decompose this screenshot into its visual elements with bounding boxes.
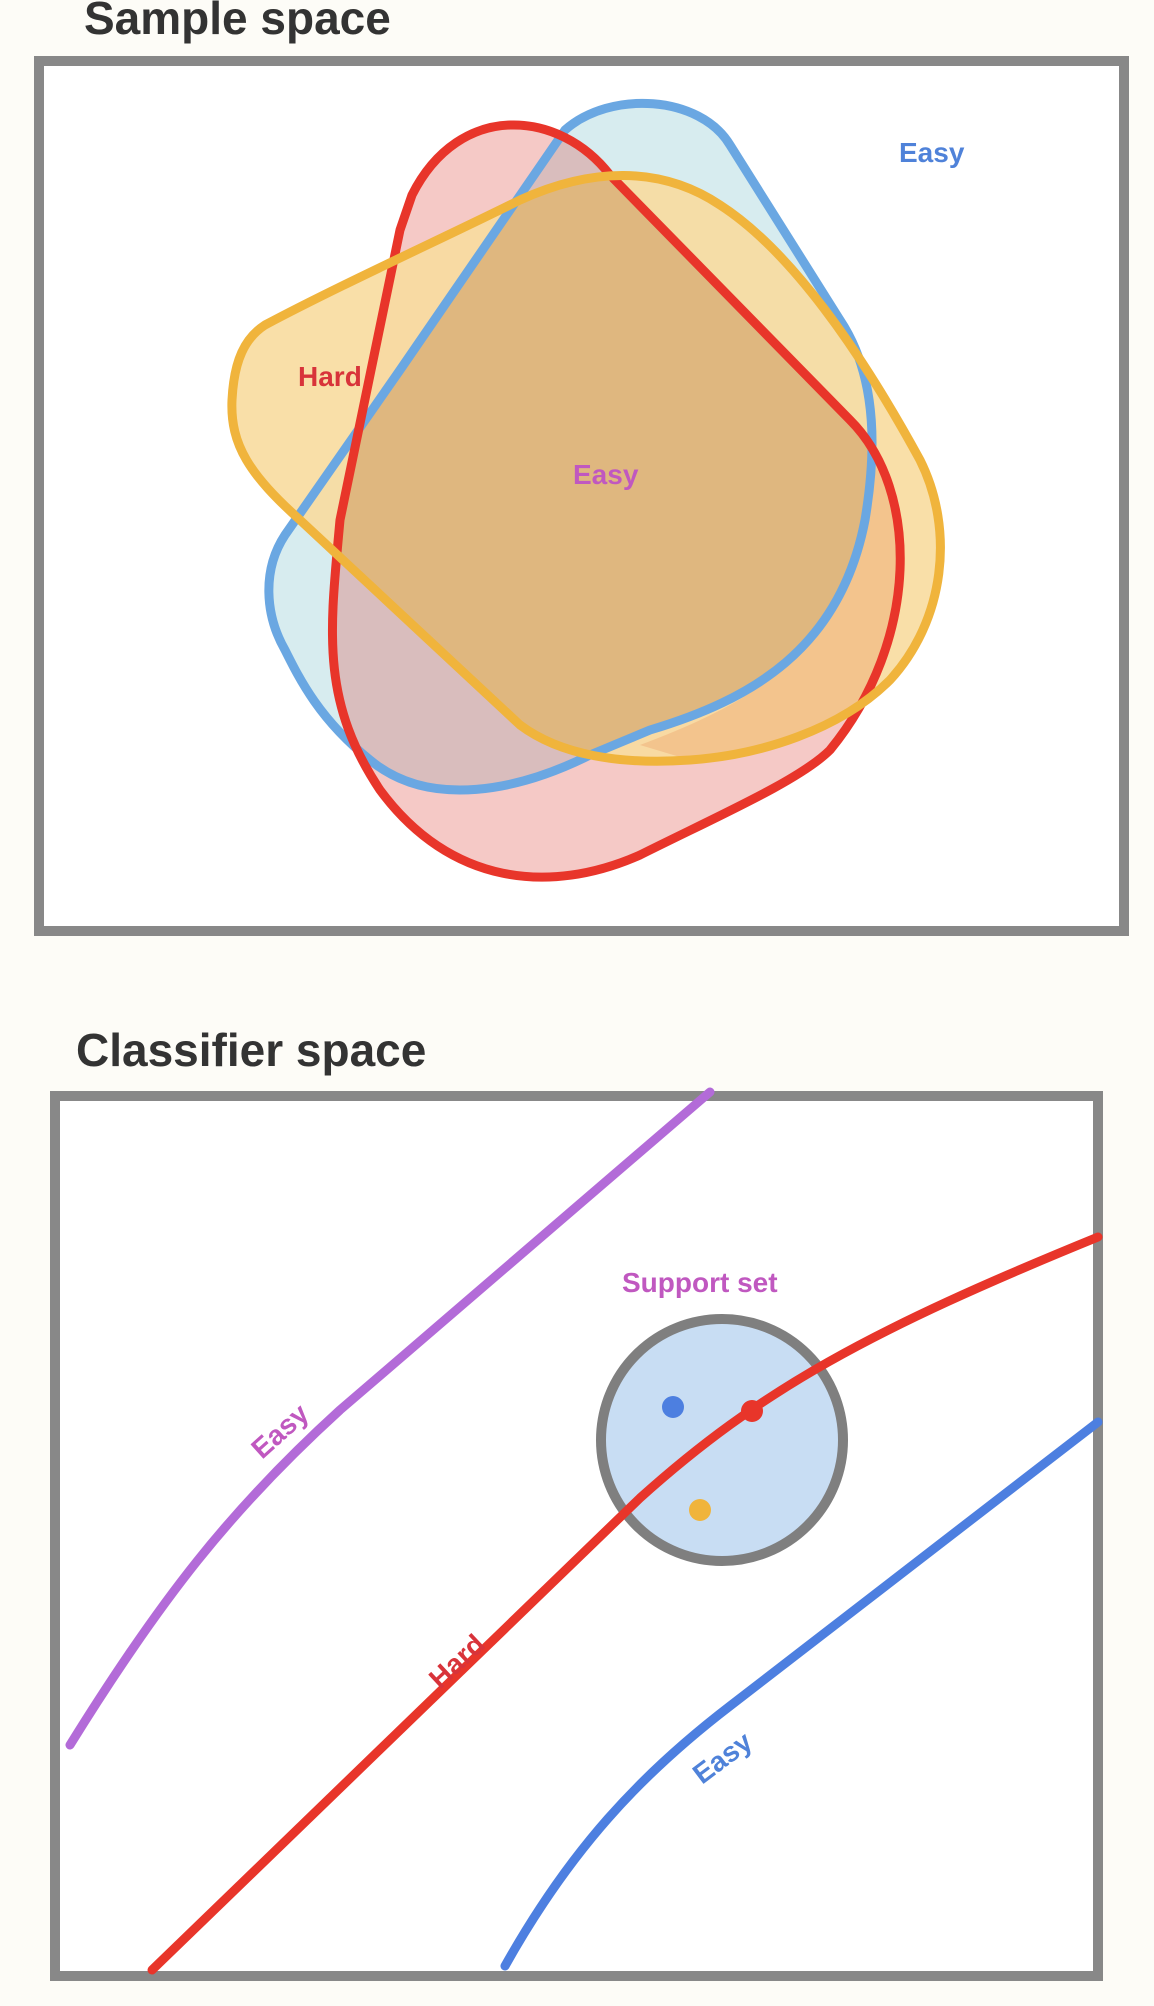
blue-sample-dot: [662, 1396, 684, 1418]
classifier-space-title: Classifier space: [76, 1024, 426, 1076]
red-sample-dot: [741, 1400, 763, 1422]
classifier-space-panel: Classifier space Support set Easy Hard E…: [50, 1024, 1103, 1981]
support-set-circle: [596, 1314, 848, 1566]
sample-blue-easy-label: Easy: [899, 137, 965, 168]
sample-purple-easy-label: Easy: [573, 459, 639, 490]
yellow-region-outline: [227, 171, 945, 766]
red-region-outline: [327, 120, 905, 882]
sample-red-hard-label: Hard: [298, 361, 362, 392]
red-hard-boundary: [147, 1232, 1103, 1975]
sample-space-title: Sample space: [84, 0, 391, 44]
support-set-label: Support set: [622, 1267, 778, 1298]
sample-space-panel: Sample space Easy Hard Easy: [34, 0, 1129, 936]
blue-easy-boundary: [500, 1417, 1103, 1971]
blue-region-outline: [264, 98, 877, 795]
classifier-space-frame: [50, 1091, 1103, 1981]
yellow-sample-dot: [689, 1499, 711, 1521]
purple-easy-boundary: [65, 1087, 715, 1750]
